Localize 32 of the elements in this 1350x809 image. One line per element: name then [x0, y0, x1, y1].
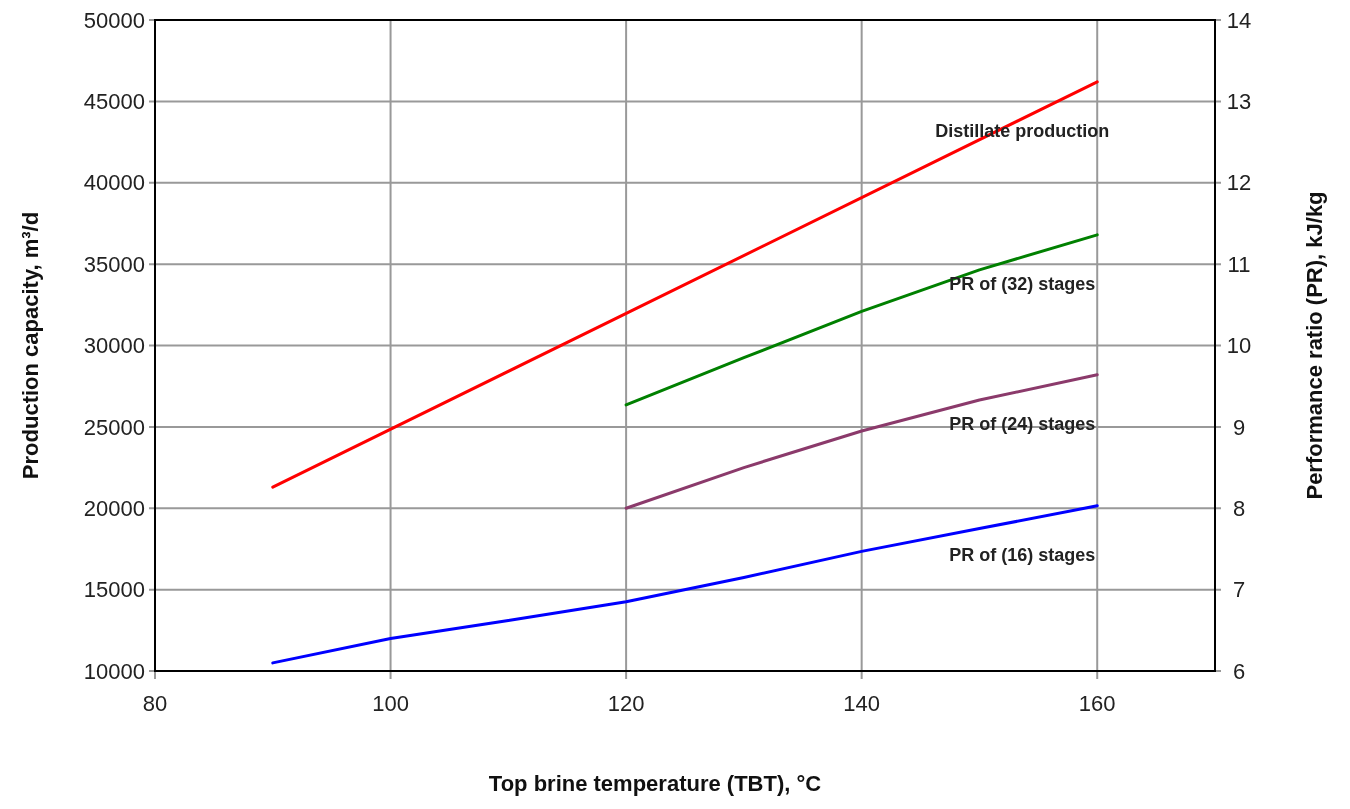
- y-tick-label: 15000: [83, 577, 145, 603]
- y-tick-label: 45000: [83, 89, 145, 115]
- x-tick-label: 120: [607, 691, 645, 716]
- y2-axis-title: Performance ratio (PR), kJ/kg: [1302, 191, 1327, 500]
- y2-tick-label: 9: [1232, 414, 1246, 440]
- y2-tick-label: 12: [1226, 170, 1252, 196]
- x-axis-title: Top brine temperature (TBT), °C: [488, 771, 822, 796]
- y2-tick-label: 13: [1226, 89, 1252, 115]
- x-tick-label: 160: [1078, 691, 1116, 716]
- y2-tick-label: 6: [1232, 658, 1246, 684]
- y-axis-title: Production capacity, m³/d: [18, 211, 43, 480]
- y-tick-label: 35000: [83, 251, 145, 277]
- series-label: PR of (24) stages: [949, 413, 1096, 434]
- x-tick-label: 80: [142, 691, 168, 716]
- line-series: [624, 233, 1099, 407]
- y2-tick-label: 11: [1227, 251, 1251, 277]
- x-tick-label: 100: [372, 691, 409, 716]
- y2-tick-label: 14: [1226, 7, 1252, 33]
- y2-tick-label: 8: [1232, 495, 1246, 521]
- y-tick-label: 50000: [83, 7, 145, 33]
- x-tick-label: 140: [843, 691, 881, 716]
- series-label: PR of (32) stages: [949, 273, 1096, 294]
- y2-tick-label: 7: [1232, 577, 1246, 603]
- y-tick-label: 30000: [83, 333, 145, 359]
- y2-tick-label: 10: [1226, 333, 1252, 359]
- line-series: [624, 373, 1099, 510]
- y-tick-label: 20000: [83, 495, 145, 521]
- y-tick-label: 25000: [83, 414, 145, 440]
- series-label: PR of (16) stages: [949, 544, 1096, 565]
- line-series: [271, 504, 1099, 665]
- y-tick-label: 10000: [83, 658, 145, 684]
- y-tick-label: 40000: [83, 170, 145, 196]
